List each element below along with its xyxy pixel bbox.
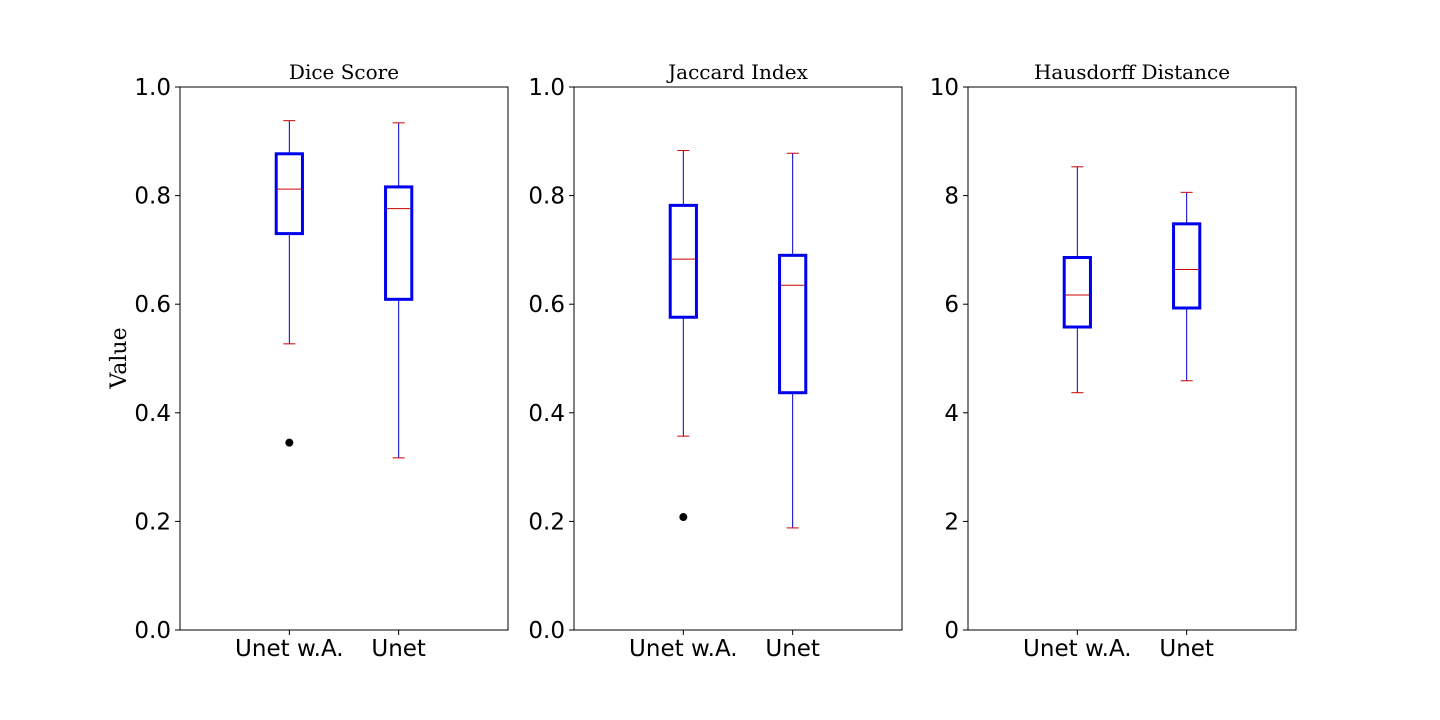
- outlier-point: [679, 513, 688, 522]
- y-tick-label: 8: [944, 184, 959, 210]
- x-tick-label: Unet w.A.: [1023, 636, 1132, 662]
- y-tick-label: 6: [944, 292, 959, 318]
- axes-frame: [179, 86, 509, 631]
- box-unet-w-a: [274, 120, 304, 447]
- y-tick-label: 0.0: [528, 618, 565, 644]
- panel-hausdorff-distance: Hausdorff Distance 0 2 4 6 8 10 Unet w.A. Unet: [930, 60, 1297, 662]
- y-tick-label: 0.8: [528, 184, 565, 210]
- axes-frame: [573, 86, 903, 631]
- panel-title: Jaccard Index: [666, 60, 808, 84]
- box-unet-w-a: [668, 150, 698, 522]
- box-unet: [384, 122, 414, 459]
- iqr-box: [384, 185, 414, 301]
- y-tick-label: 0.2: [134, 509, 171, 535]
- y-tick-label: 1.0: [134, 75, 171, 101]
- x-tick-label: Unet: [765, 636, 820, 662]
- y-tick-label: 10: [930, 75, 959, 101]
- iqr-box: [1172, 222, 1202, 310]
- panel-dice-score: Dice Score 0.0 0.2 0.4 0.6 0.8 1.0 Unet w.A. Une…: [134, 60, 509, 662]
- box-unet-w-a: [1062, 166, 1092, 394]
- y-tick-label: 0.8: [134, 184, 171, 210]
- y-tick-label: 0.6: [528, 292, 565, 318]
- y-tick-label: 0.0: [134, 618, 171, 644]
- y-tick-label: 0: [944, 618, 959, 644]
- y-tick-label: 0.4: [528, 401, 565, 427]
- y-tick-label: 0.2: [528, 509, 565, 535]
- box-unet: [778, 152, 808, 529]
- iqr-box: [778, 253, 808, 395]
- x-tick-label: Unet: [1159, 636, 1214, 662]
- y-tick-label: 4: [944, 401, 959, 427]
- y-tick-label: 1.0: [528, 75, 565, 101]
- panel-title: Hausdorff Distance: [1034, 60, 1230, 84]
- y-axis-label: Value: [107, 327, 132, 389]
- panel-title: Dice Score: [289, 60, 399, 84]
- y-tick-label: 2: [944, 509, 959, 535]
- y-tick-label: 0.6: [134, 292, 171, 318]
- axes-frame: [967, 86, 1297, 631]
- y-tick-label: 0.4: [134, 401, 171, 427]
- x-tick-label: Unet: [371, 636, 426, 662]
- box-unet: [1172, 191, 1202, 382]
- iqr-box: [668, 203, 698, 319]
- panel-jaccard-index: Jaccard Index 0.0 0.2 0.4 0.6 0.8 1.0 Unet w.A.…: [528, 60, 903, 662]
- iqr-box: [1062, 256, 1092, 329]
- x-tick-label: Unet w.A.: [629, 636, 738, 662]
- iqr-box: [274, 152, 304, 236]
- outlier-point: [285, 438, 294, 447]
- x-tick-label: Unet w.A.: [235, 636, 344, 662]
